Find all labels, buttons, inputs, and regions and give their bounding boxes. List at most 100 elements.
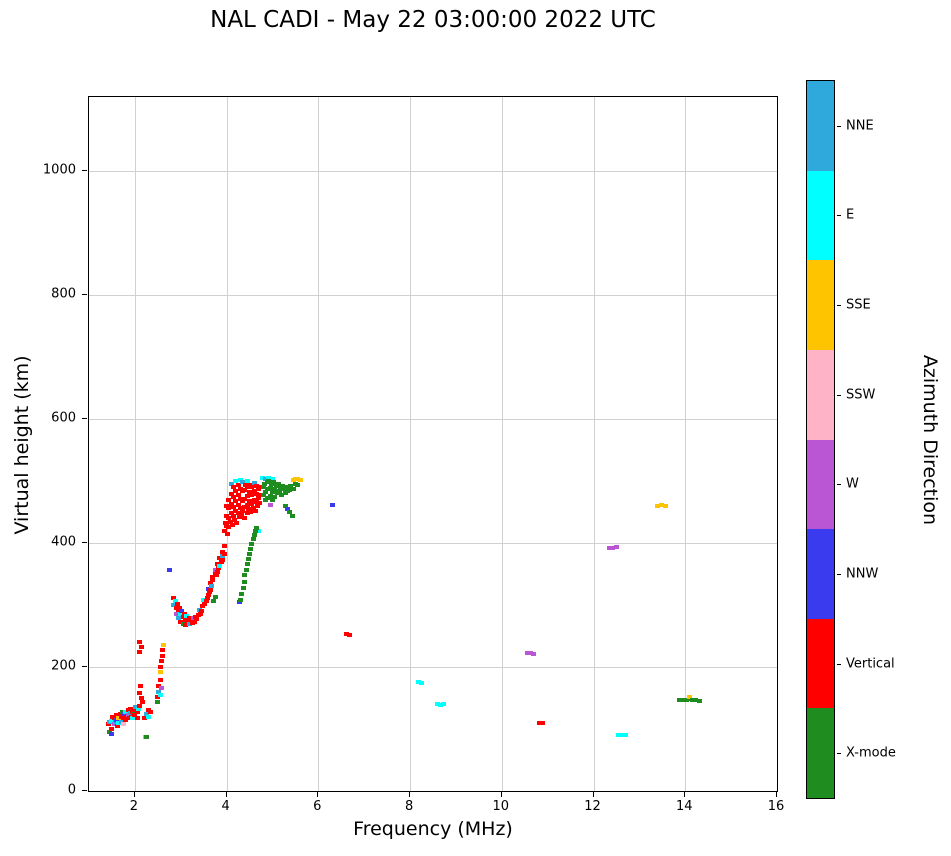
data-point xyxy=(252,508,258,513)
data-point xyxy=(287,487,293,492)
data-point xyxy=(284,489,290,494)
data-point xyxy=(156,689,162,694)
data-point xyxy=(250,537,256,542)
data-point xyxy=(244,494,250,498)
y-tick-label: 400 xyxy=(51,534,76,550)
data-point xyxy=(242,573,248,578)
data-point xyxy=(256,495,262,500)
data-point xyxy=(247,499,252,503)
data-point xyxy=(159,647,165,652)
data-point xyxy=(228,491,234,496)
data-point xyxy=(210,574,216,579)
data-point xyxy=(217,564,223,569)
data-point xyxy=(178,619,184,624)
colorbar-label-vertical: Vertical xyxy=(846,656,895,672)
data-point xyxy=(437,702,443,707)
data-point xyxy=(266,476,272,481)
data-point xyxy=(202,601,208,606)
data-point xyxy=(287,510,293,515)
data-point xyxy=(240,508,246,513)
data-point xyxy=(253,483,259,488)
plot-area xyxy=(88,96,778,792)
data-point xyxy=(231,505,236,510)
data-point xyxy=(198,608,204,613)
data-point xyxy=(229,522,235,527)
data-point xyxy=(524,651,530,656)
data-point xyxy=(233,479,239,484)
data-point xyxy=(232,517,238,522)
data-point xyxy=(249,542,255,547)
data-point xyxy=(111,722,117,727)
data-point xyxy=(119,709,125,714)
data-point xyxy=(619,733,625,738)
data-point xyxy=(108,732,114,736)
grid-line-horizontal xyxy=(89,171,777,173)
data-point xyxy=(138,696,144,701)
data-point xyxy=(242,496,248,501)
data-point xyxy=(270,497,275,502)
data-point xyxy=(221,528,227,533)
data-point xyxy=(144,734,150,739)
data-point xyxy=(210,578,216,583)
data-point xyxy=(244,502,250,507)
data-point xyxy=(231,485,236,490)
data-point xyxy=(137,683,143,688)
y-tick-label: 1000 xyxy=(42,162,76,178)
colorbar-tick-mark xyxy=(837,305,841,307)
data-point xyxy=(173,605,179,610)
data-point xyxy=(219,557,225,562)
data-point xyxy=(260,492,266,497)
data-point xyxy=(228,482,234,487)
data-point xyxy=(155,700,161,705)
data-point xyxy=(188,618,194,622)
x-tick-mark xyxy=(409,792,411,797)
data-point xyxy=(175,608,181,613)
data-point xyxy=(249,493,255,498)
data-point xyxy=(244,485,250,490)
y-tick-label: 200 xyxy=(51,658,76,674)
data-point xyxy=(183,613,189,618)
data-point xyxy=(194,616,200,621)
x-axis-label: Frequency (MHz) xyxy=(353,818,513,840)
data-point xyxy=(259,476,265,481)
data-point xyxy=(280,483,286,488)
x-tick-mark xyxy=(225,792,227,797)
data-point xyxy=(228,511,234,516)
data-point xyxy=(228,501,234,506)
data-point xyxy=(114,723,120,728)
colorbar-segment-w xyxy=(807,439,834,530)
data-point xyxy=(148,709,154,714)
data-point xyxy=(243,482,249,487)
x-tick-label: 2 xyxy=(129,799,139,814)
data-point xyxy=(157,670,163,674)
data-point xyxy=(435,702,441,707)
data-point xyxy=(157,693,163,697)
data-point xyxy=(257,500,263,505)
y-tick-mark xyxy=(82,542,87,544)
data-point xyxy=(270,480,276,485)
data-point xyxy=(226,516,232,521)
colorbar-segment-ssw xyxy=(807,349,834,440)
data-point xyxy=(205,593,211,598)
data-point xyxy=(251,533,257,538)
data-point xyxy=(171,603,177,608)
data-point xyxy=(239,592,245,596)
data-point xyxy=(250,505,256,510)
data-point xyxy=(415,679,421,684)
y-tick-mark xyxy=(82,170,87,172)
data-point xyxy=(677,697,683,702)
x-tick-label: 8 xyxy=(404,799,414,814)
data-point xyxy=(237,597,243,602)
colorbar-segment-vertical xyxy=(807,618,834,709)
grid-line-vertical xyxy=(685,97,687,791)
data-point xyxy=(173,611,179,616)
data-point xyxy=(241,579,247,584)
data-point xyxy=(696,698,702,703)
grid-line-vertical xyxy=(410,97,412,791)
data-point xyxy=(235,492,241,497)
data-point xyxy=(231,495,236,500)
data-point xyxy=(159,686,164,691)
data-point xyxy=(290,486,296,491)
data-point xyxy=(267,486,273,490)
data-point xyxy=(272,495,278,500)
